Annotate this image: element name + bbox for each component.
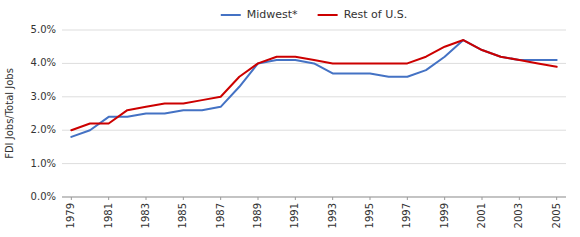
x-tick-label: 1985 <box>177 203 188 228</box>
series-line <box>71 40 556 137</box>
x-tick <box>370 197 371 200</box>
grid-line <box>62 130 566 131</box>
x-tick-label: 2005 <box>551 203 562 228</box>
y-tick-label: 3.0% <box>31 91 56 102</box>
x-tick <box>220 197 221 200</box>
grid-line <box>62 163 566 164</box>
x-tick-label: 1993 <box>327 203 338 228</box>
x-tick-label: 1983 <box>140 203 151 228</box>
x-tick <box>295 197 296 200</box>
x-tick-label: 2003 <box>513 203 524 228</box>
grid-line <box>62 96 566 97</box>
y-tick-label: 0.0% <box>31 191 56 202</box>
x-tick <box>108 197 109 200</box>
x-tick-label: 1981 <box>103 203 114 228</box>
x-tick <box>332 197 333 200</box>
legend-label: Rest of U.S. <box>344 8 408 21</box>
x-tick <box>146 197 147 200</box>
y-tick-label: 2.0% <box>31 124 56 135</box>
y-tick-label: 5.0% <box>31 24 56 35</box>
chart-container: 0.0% 1.0% 2.0% 3.0% 4.0% 5.0% 1979 1981 1983 1985… <box>0 0 580 237</box>
x-tick <box>482 197 483 200</box>
legend-item: Rest of U.S. <box>318 8 408 21</box>
grid-line <box>62 30 566 31</box>
x-tick-label: 1999 <box>439 203 450 228</box>
x-tick-label: 2001 <box>476 203 487 228</box>
x-tick <box>258 197 259 200</box>
x-tick <box>444 197 445 200</box>
y-tick-label: 4.0% <box>31 57 56 68</box>
plot-area <box>71 40 556 137</box>
y-grid <box>62 30 566 197</box>
grid-line <box>62 197 566 198</box>
x-tick <box>183 197 184 200</box>
chart-svg: 0.0% 1.0% 2.0% 3.0% 4.0% 5.0% 1979 1981 1983 1985… <box>0 0 580 237</box>
y-axis-label: FDI Jobs/Total Jobs <box>4 68 15 159</box>
legend-label: Midwest* <box>247 8 298 21</box>
legend-item: Midwest* <box>221 8 298 21</box>
x-tick <box>556 197 557 200</box>
x-tick <box>71 197 72 200</box>
x-tick <box>407 197 408 200</box>
x-tick-label: 1995 <box>364 203 375 228</box>
x-axis-line <box>62 197 566 198</box>
x-tick-label: 1979 <box>65 203 76 228</box>
legend-swatch <box>318 14 338 16</box>
x-tick-label: 1997 <box>401 203 412 228</box>
x-tick-label: 1991 <box>289 203 300 228</box>
legend: Midwest* Rest of U.S. <box>221 8 407 21</box>
y-tick-label: 1.0% <box>31 158 56 169</box>
x-tick-label: 1989 <box>252 203 263 228</box>
legend-swatch <box>221 14 241 16</box>
series-line <box>71 40 556 130</box>
x-tick <box>519 197 520 200</box>
x-tick-label: 1987 <box>215 203 226 228</box>
